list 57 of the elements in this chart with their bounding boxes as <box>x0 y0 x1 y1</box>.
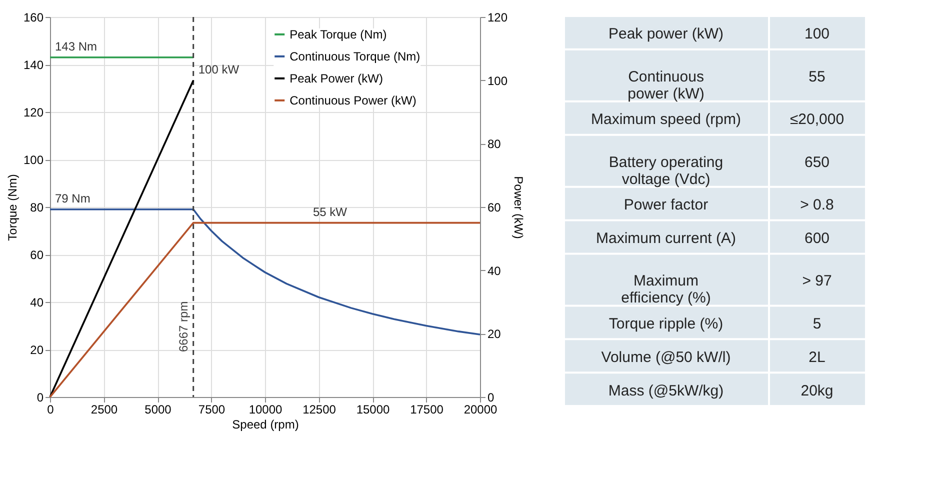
text: 650 <box>804 154 830 171</box>
text: Battery operating voltage (Vdc) <box>608 154 724 188</box>
text: Maximum efficiency (%) <box>621 272 711 307</box>
annotation: 100 kW <box>198 62 240 76</box>
text: 2L <box>808 348 826 366</box>
x-tick-label: 0 <box>47 402 54 416</box>
legend-label: Continuous Power (kW) <box>290 93 416 108</box>
x-tick-label: 10000 <box>248 402 283 416</box>
x-tick-label: 17500 <box>410 402 444 416</box>
text: 5 <box>812 315 822 332</box>
y2-tick-label: 100 <box>488 74 508 88</box>
y2-tick-label: 40 <box>488 264 502 278</box>
legend-label: Peak Power (kW) <box>290 71 383 86</box>
text: 20kg <box>800 382 834 400</box>
text: Volume (@50 kW/l) <box>601 348 731 366</box>
x-tick-label: 20000 <box>464 402 498 416</box>
y2-tick-label: 80 <box>488 137 502 152</box>
y-tick-label: 120 <box>23 106 44 120</box>
y-tick-label: 80 <box>30 200 44 214</box>
y2-tick-label: 0 <box>488 390 494 404</box>
text: 600 <box>804 230 830 247</box>
y-axis-title: Torque (Nm) <box>5 174 20 241</box>
text: ≤20,000 <box>790 111 844 128</box>
x-tick-label: 7500 <box>198 402 226 416</box>
text: > 0.8 <box>800 196 834 214</box>
text: > 97 <box>802 272 832 290</box>
y-tick-label: 60 <box>30 248 44 262</box>
y2-tick-label: 120 <box>488 10 508 24</box>
legend-label: Continuous Torque (Nm) <box>290 49 420 64</box>
y-tick-label: 40 <box>30 296 44 310</box>
text: Peak power (kW) <box>608 26 724 43</box>
x-tick-label: 15000 <box>356 402 390 416</box>
y-tick-label: 0 <box>36 390 44 404</box>
text: Torque ripple (%) <box>608 315 724 332</box>
text: Maximum speed (rpm) <box>590 111 742 128</box>
text: Mass (@5kW/kg) <box>608 382 724 400</box>
annotation: 55 kW <box>313 204 348 219</box>
ref-line-label: 6667 rpm <box>176 301 190 352</box>
x-tick-label: 2500 <box>90 402 118 416</box>
y2-tick-label: 60 <box>488 200 502 214</box>
text: Maximum current (A) <box>596 230 736 247</box>
text: Continuous power (kW) <box>628 68 704 102</box>
y-tick-label: 100 <box>23 153 44 167</box>
annotation: 79 Nm <box>55 191 90 206</box>
y-tick-label: 140 <box>23 58 44 72</box>
y-tick-label: 20 <box>30 343 44 357</box>
text: Power factor <box>624 196 708 214</box>
x-tick-label: 5000 <box>144 402 172 416</box>
y2-tick-label: 20 <box>488 327 502 342</box>
text: 100 <box>804 26 830 43</box>
text: 55 <box>808 68 826 86</box>
y-tick-label: 160 <box>23 10 44 24</box>
x-axis-title: Speed (rpm) <box>232 418 299 432</box>
annotation: 143 Nm <box>55 39 98 54</box>
legend-label: Peak Torque (Nm) <box>290 27 387 42</box>
x-tick-label: 12500 <box>302 402 336 416</box>
y2-axis-title: Power (kW) <box>512 176 526 239</box>
